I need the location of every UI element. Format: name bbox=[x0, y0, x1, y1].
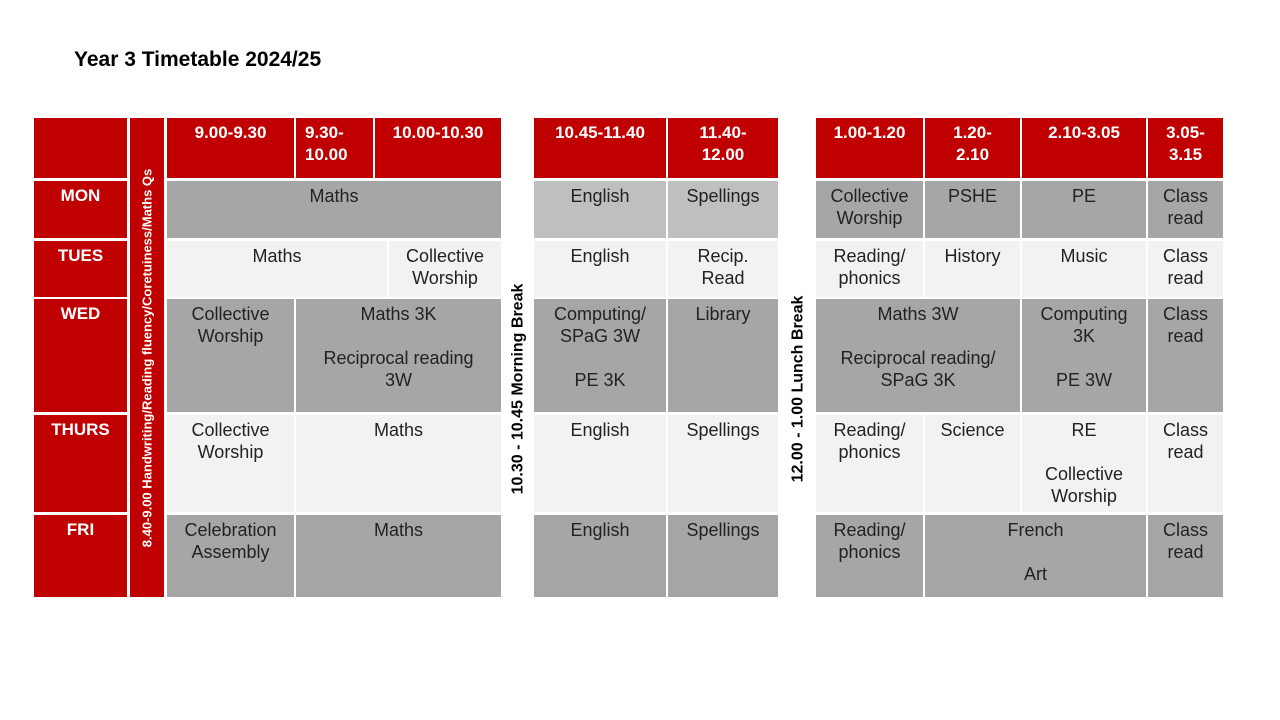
mon-class-read: Class read bbox=[1148, 181, 1223, 238]
thurs-maths: Maths bbox=[296, 415, 501, 512]
tues-reading-phonics: Reading/ phonics bbox=[816, 241, 923, 297]
fri-reading-phonics: Reading/ phonics bbox=[816, 515, 923, 597]
wed-collective-worship: Collective Worship bbox=[167, 299, 294, 412]
tues-maths: Maths bbox=[167, 241, 387, 297]
day-thurs: THURS bbox=[34, 415, 127, 512]
time-header-1: 9.00-9.30 bbox=[167, 118, 294, 178]
thurs-collective-worship: Collective Worship bbox=[167, 415, 294, 512]
wed-class-read: Class read bbox=[1148, 299, 1223, 412]
time-header-2: 9.30- 10.00 bbox=[296, 118, 373, 178]
fri-maths: Maths bbox=[296, 515, 501, 597]
early-session-column: 8.40-9.00 Handwriting/Reading fluency/Co… bbox=[130, 118, 164, 597]
fri-spellings: Spellings bbox=[668, 515, 778, 597]
mon-maths: Maths bbox=[167, 181, 501, 238]
thurs-science: Science bbox=[925, 415, 1020, 512]
fri-french-art: French Art bbox=[925, 515, 1146, 597]
time-header-5: 11.40- 12.00 bbox=[668, 118, 778, 178]
thurs-reading-phonics: Reading/ phonics bbox=[816, 415, 923, 512]
thurs-re-collective-worship: RE Collective Worship bbox=[1022, 415, 1146, 512]
tues-english: English bbox=[534, 241, 666, 297]
tues-music: Music bbox=[1022, 241, 1146, 297]
thurs-english: English bbox=[534, 415, 666, 512]
time-header-9: 3.05- 3.15 bbox=[1148, 118, 1223, 178]
mon-spellings: Spellings bbox=[668, 181, 778, 238]
thurs-class-read: Class read bbox=[1148, 415, 1223, 512]
lunch-break-column: 12.00 - 1.00 Lunch Break bbox=[782, 180, 814, 597]
time-header-4: 10.45-11.40 bbox=[534, 118, 666, 178]
fri-english: English bbox=[534, 515, 666, 597]
page-title: Year 3 Timetable 2024/25 bbox=[74, 48, 322, 71]
day-mon: MON bbox=[34, 181, 127, 238]
lunch-break-label: 12.00 - 1.00 Lunch Break bbox=[789, 295, 807, 482]
time-header-7: 1.20- 2.10 bbox=[925, 118, 1020, 178]
mon-pshe: PSHE bbox=[925, 181, 1020, 238]
morning-break-column: 10.30 - 10.45 Morning Break bbox=[503, 180, 533, 597]
wed-library: Library bbox=[668, 299, 778, 412]
tues-class-read: Class read bbox=[1148, 241, 1223, 297]
time-header-8: 2.10-3.05 bbox=[1022, 118, 1146, 178]
wed-computing-pe-2: Computing 3K PE 3W bbox=[1022, 299, 1146, 412]
day-fri: FRI bbox=[34, 515, 127, 597]
fri-celebration-assembly: Celebration Assembly bbox=[167, 515, 294, 597]
time-header-6: 1.00-1.20 bbox=[816, 118, 923, 178]
tues-history: History bbox=[925, 241, 1020, 297]
wed-maths-reciprocal: Maths 3K Reciprocal reading 3W bbox=[296, 299, 501, 412]
day-tues: TUES bbox=[34, 241, 127, 297]
fri-class-read: Class read bbox=[1148, 515, 1223, 597]
early-session-label: 8.40-9.00 Handwriting/Reading fluency/Co… bbox=[139, 168, 155, 547]
tues-collective-worship: Collective Worship bbox=[389, 241, 501, 297]
thurs-spellings: Spellings bbox=[668, 415, 778, 512]
morning-break-label: 10.30 - 10.45 Morning Break bbox=[509, 283, 527, 494]
wed-maths-reciprocal-spag: Maths 3W Reciprocal reading/ SPaG 3K bbox=[816, 299, 1020, 412]
mon-pe: PE bbox=[1022, 181, 1146, 238]
wed-computing-pe: Computing/ SPaG 3W PE 3K bbox=[534, 299, 666, 412]
tues-recip-read: Recip. Read bbox=[668, 241, 778, 297]
day-wed: WED bbox=[34, 299, 127, 412]
header-corner bbox=[34, 118, 127, 178]
time-header-3: 10.00-10.30 bbox=[375, 118, 501, 178]
mon-english: English bbox=[534, 181, 666, 238]
mon-collective-worship: Collective Worship bbox=[816, 181, 923, 238]
